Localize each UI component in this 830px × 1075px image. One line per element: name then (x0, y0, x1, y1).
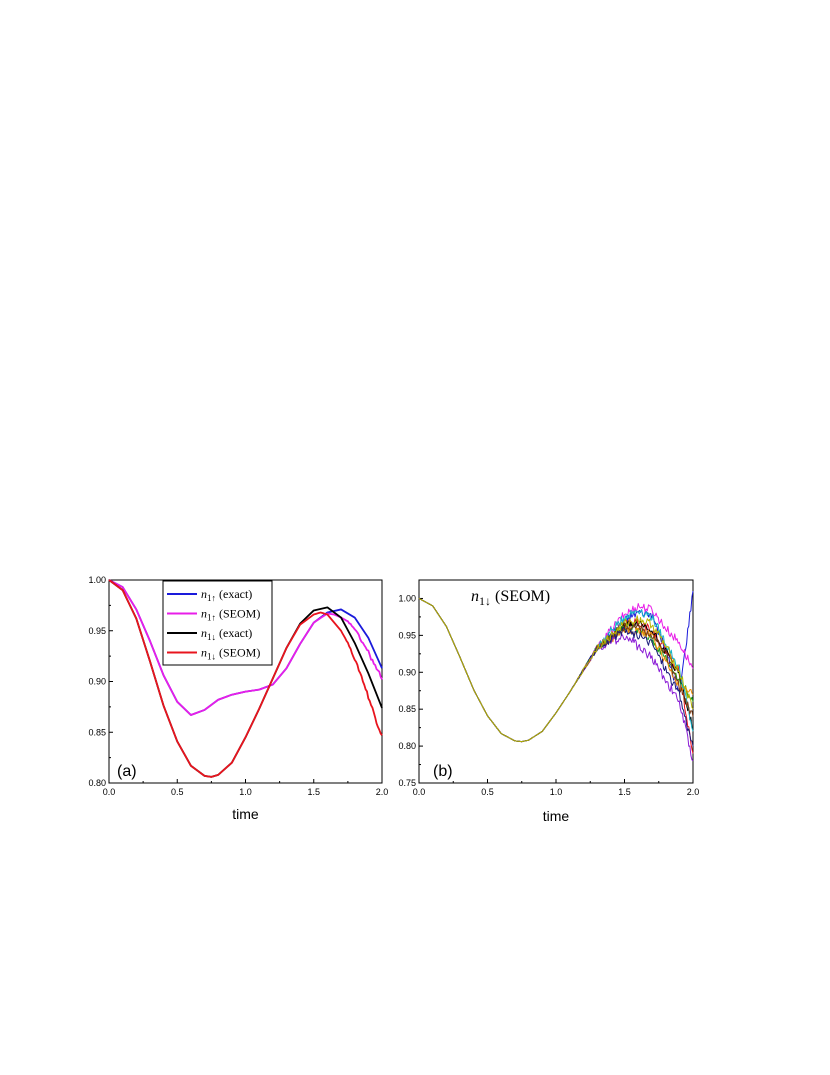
x-axis-label-a: time (232, 806, 259, 822)
x-tick-label: 2.0 (687, 787, 700, 797)
chart-panel-a: 0.0 0.5 1.0 1.5 2.0 0.80 0.85 0.90 0.95 1.00 time… (88, 575, 388, 822)
series-line (108, 579, 383, 778)
legend-entry: n1↓ (exact) (201, 626, 252, 642)
realization-line (418, 598, 694, 743)
y-tick-label: 0.90 (398, 667, 416, 677)
axes-ticks-b: 0.0 0.5 1.0 1.5 2.0 0.75 0.80 0.85 0.90 0.95 1.00 (398, 593, 699, 797)
annotation-b: n1↓ (SEOM) (471, 588, 550, 608)
y-tick-label: 0.85 (398, 704, 416, 714)
axes-ticks-a: 0.0 0.5 1.0 1.5 2.0 0.80 0.85 0.90 0.95 1.00 (88, 575, 388, 797)
y-tick-label: 1.00 (88, 575, 106, 585)
realization-line (418, 598, 694, 743)
x-tick-label: 0.0 (413, 787, 426, 797)
realization-line (418, 598, 694, 762)
y-tick-label: 0.85 (88, 727, 106, 737)
x-tick-label: 1.5 (618, 787, 631, 797)
x-tick-label: 0.5 (481, 787, 494, 797)
x-tick-label: 1.5 (307, 787, 320, 797)
x-tick-label: 1.0 (239, 787, 252, 797)
realization-line (418, 598, 694, 747)
x-tick-label: 0.5 (171, 787, 184, 797)
realization-line (418, 598, 694, 754)
y-tick-label: 0.95 (398, 630, 416, 640)
legend-entry: n1↓ (SEOM) (201, 646, 260, 662)
y-tick-label: 0.90 (88, 677, 106, 687)
panel-label-b: (b) (433, 763, 453, 780)
x-tick-label: 2.0 (376, 787, 389, 797)
y-tick-label: 0.80 (88, 778, 106, 788)
x-axis-label-b: time (543, 808, 570, 824)
legend-entry: n1↑ (SEOM) (201, 607, 260, 623)
y-tick-label: 0.95 (88, 626, 106, 636)
x-tick-label: 0.0 (103, 787, 116, 797)
series-lines-b (418, 590, 694, 762)
series-line (108, 579, 383, 716)
legend-entry: n1↑ (exact) (201, 587, 252, 603)
y-tick-label: 1.00 (398, 593, 416, 603)
panel-label-a: (a) (117, 763, 137, 780)
y-tick-label: 0.80 (398, 741, 416, 751)
x-tick-label: 1.0 (550, 787, 563, 797)
series-lines-a (108, 579, 383, 778)
realization-line (418, 590, 694, 743)
y-tick-label: 0.75 (398, 778, 416, 788)
chart-panel-b: 0.0 0.5 1.0 1.5 2.00.750.800.850.900.951.00 … (398, 579, 699, 824)
legend-a: n1↑ (exact) n1↑ (SEOM) n1↓ (exact) n1↓ (SEO… (162, 580, 273, 666)
